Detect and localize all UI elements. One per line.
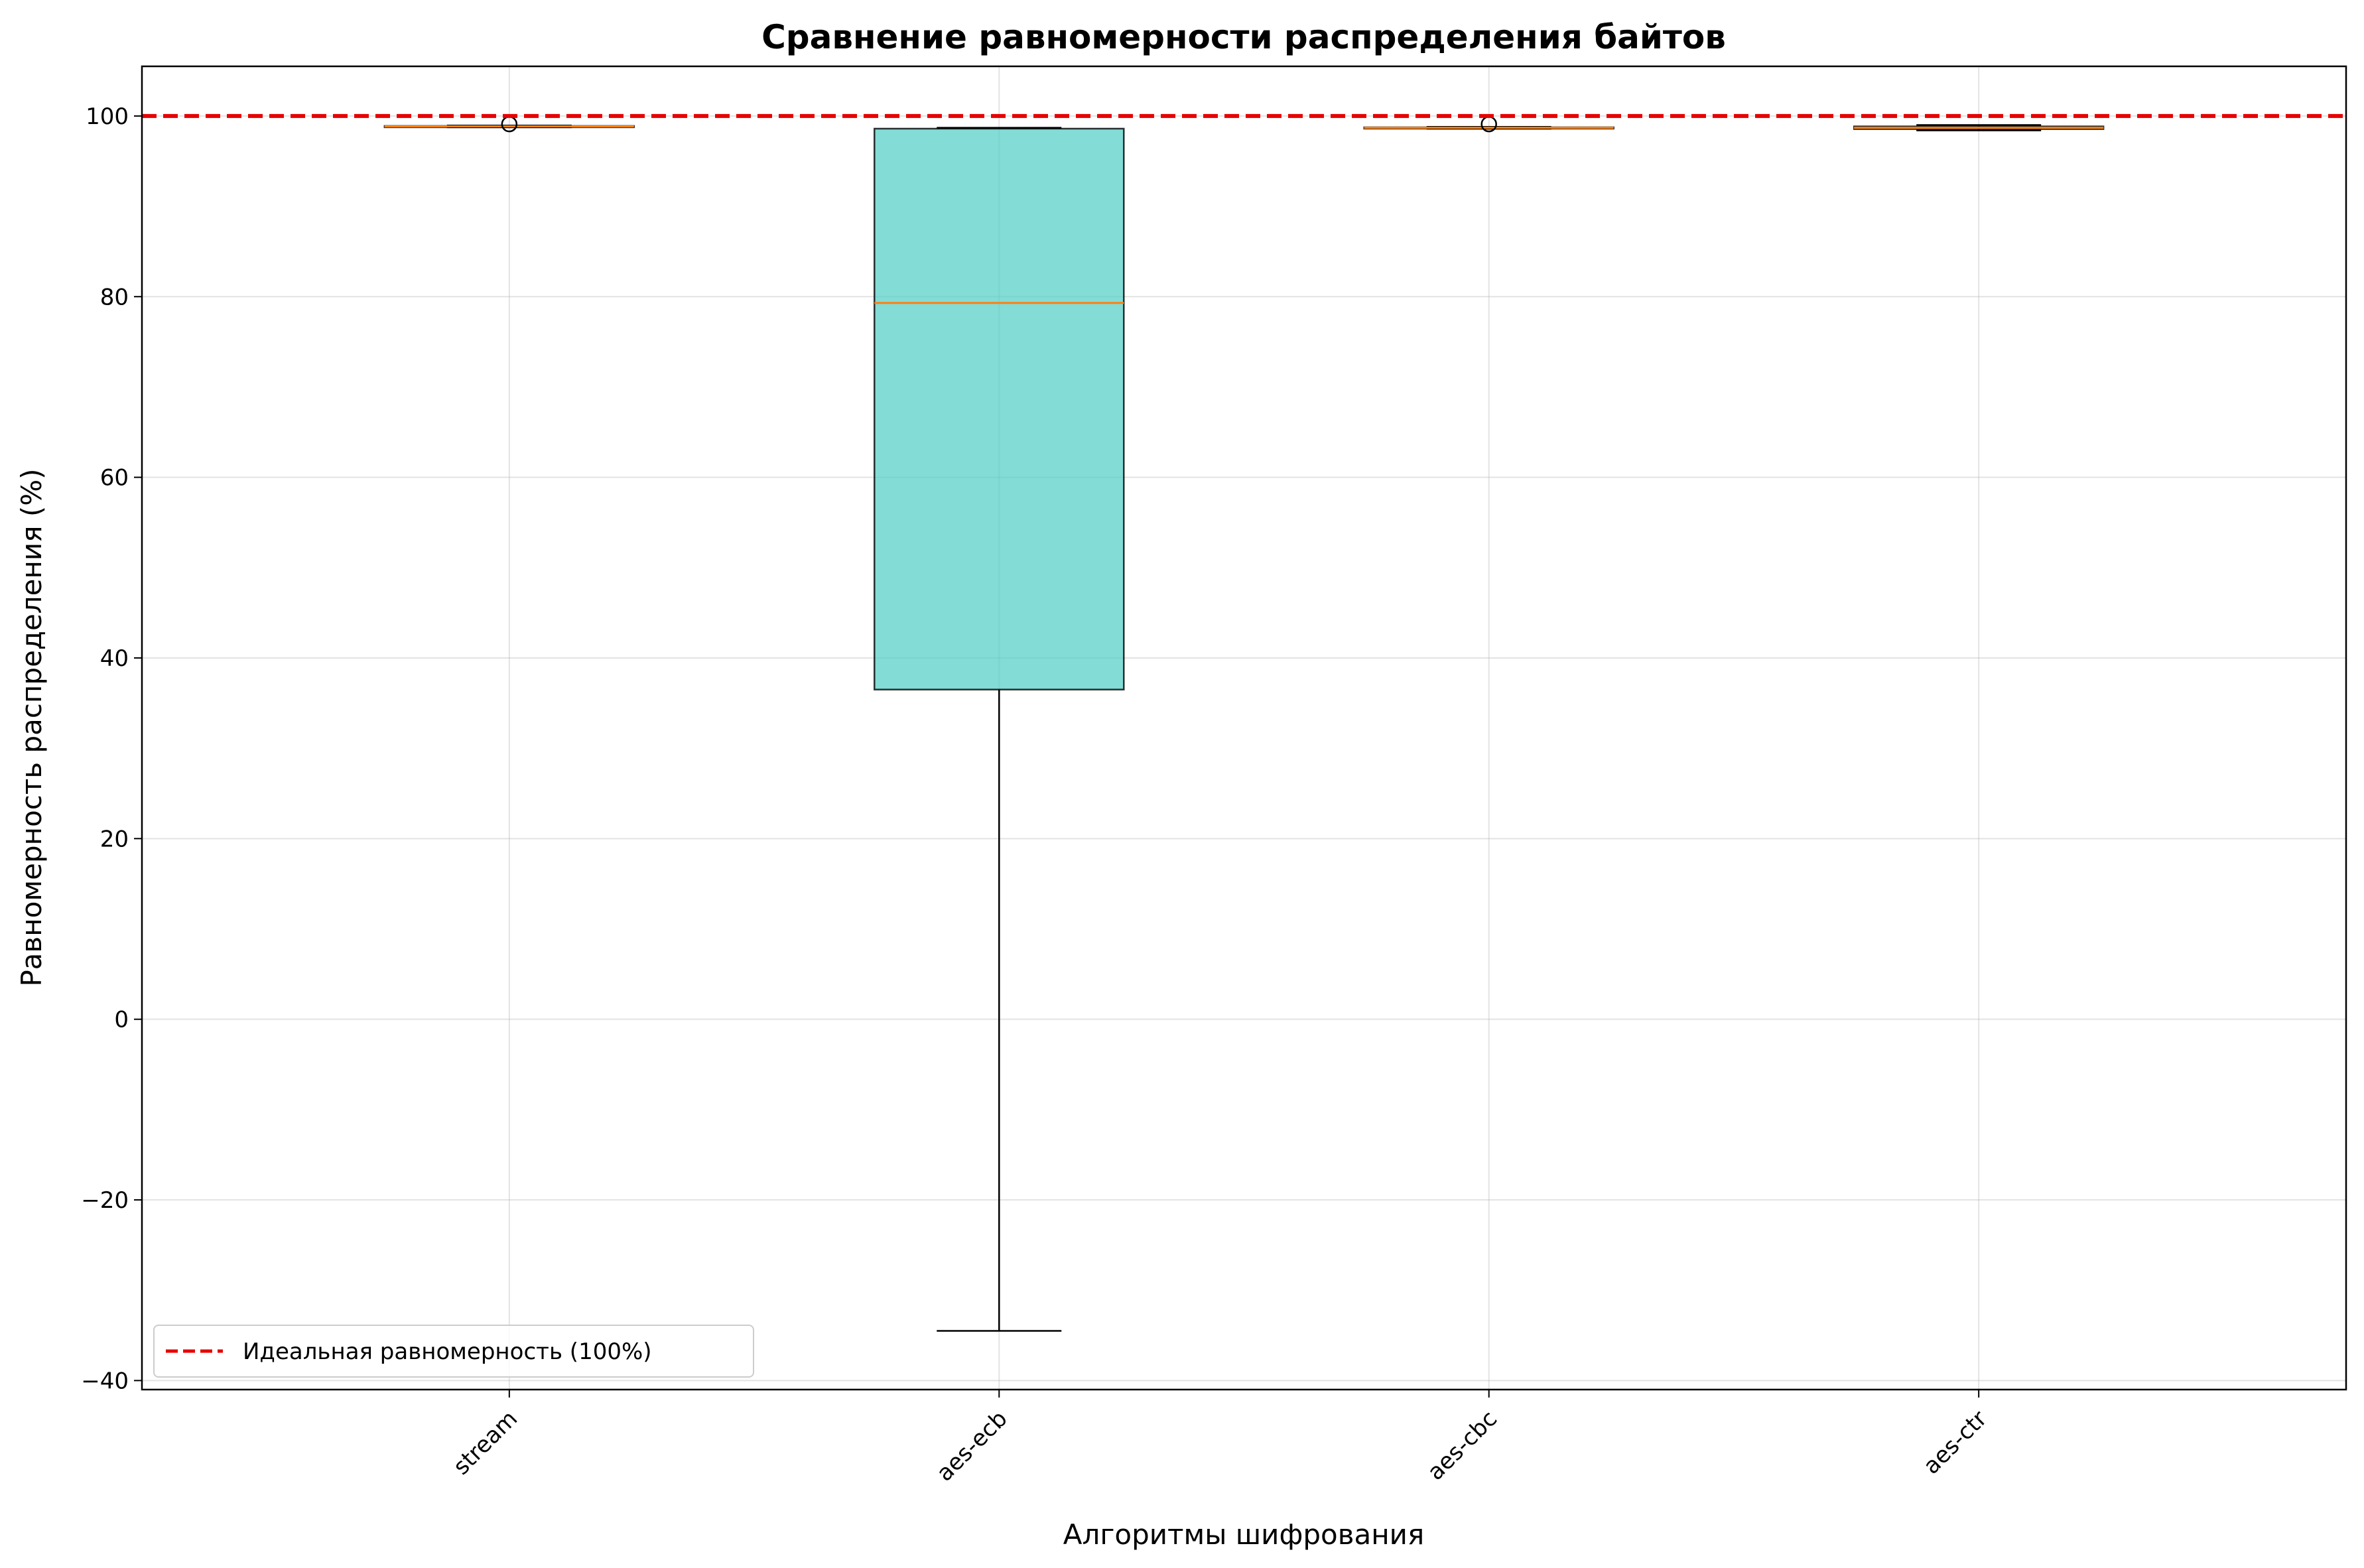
iqr-box [874,127,1125,690]
legend-frame [153,1325,754,1378]
plot-frame [141,65,2347,1391]
y-tick-label: 40 [100,645,129,672]
box-stream [383,115,635,133]
y-tick-label: 0 [114,1007,129,1033]
y-tick-label: −20 [81,1187,129,1214]
y-axis-ticks: −40 −20 0 20 40 60 80 100 [81,103,142,1394]
box-aes-ecb [874,127,1125,1332]
chart-title: Сравнение равномерности распределения ба… [761,18,1726,56]
x-axis-label: Алгоритмы шифрования [1063,1518,1424,1551]
legend: Идеальная равномерность (100%) [153,1325,754,1378]
y-tick-label: 100 [86,103,129,130]
legend-reference-label: Идеальная равномерность (100%) [243,1339,652,1365]
box-aes-ctr [1853,124,2105,131]
y-axis-label: Равномерность распределения (%) [15,468,48,986]
y-tick-label: 80 [100,284,129,310]
y-tick-label: −40 [81,1368,129,1394]
y-tick-label: 20 [100,826,129,852]
y-tick-label: 60 [100,465,129,491]
boxes [383,115,2105,1332]
box-aes-cbc [1363,115,1614,133]
